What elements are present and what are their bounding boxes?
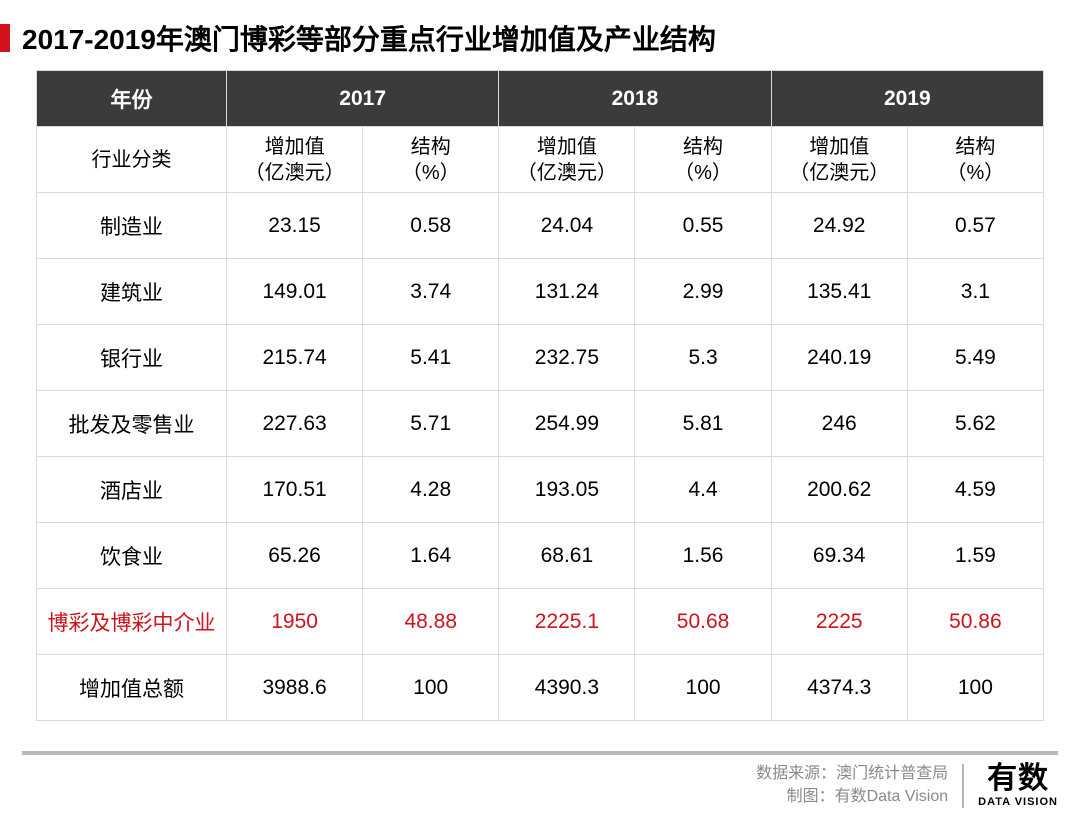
data-cell: 5.41 <box>363 325 499 391</box>
table-row: 增加值总额3988.61004390.31004374.3100 <box>37 655 1044 721</box>
page-title: 2017-2019年澳门博彩等部分重点行业增加值及产业结构 <box>22 18 716 58</box>
subheader-value: 增加值（亿澳元） <box>499 127 635 193</box>
data-cell: 5.3 <box>635 325 771 391</box>
accent-bar <box>0 24 10 52</box>
data-cell: 240.19 <box>771 325 907 391</box>
row-label: 酒店业 <box>37 457 227 523</box>
data-cell: 0.58 <box>363 193 499 259</box>
data-cell: 0.57 <box>907 193 1043 259</box>
data-cell: 2225.1 <box>499 589 635 655</box>
data-table: 年份 2017 2018 2019 行业分类 增加值（亿澳元） 结构（%） 增加… <box>36 70 1044 721</box>
source-label: 数据来源： <box>756 765 836 782</box>
title-bar: 2017-2019年澳门博彩等部分重点行业增加值及产业结构 <box>0 0 1080 70</box>
table-row: 制造业23.150.5824.040.5524.920.57 <box>37 193 1044 259</box>
table-row: 酒店业170.514.28193.054.4200.624.59 <box>37 457 1044 523</box>
logo-en: DATA VISION <box>978 796 1058 808</box>
corner-category-label: 行业分类 <box>37 127 227 193</box>
row-label: 批发及零售业 <box>37 391 227 457</box>
subheader-value: 增加值（亿澳元） <box>771 127 907 193</box>
data-cell: 4.59 <box>907 457 1043 523</box>
data-cell: 1.56 <box>635 523 771 589</box>
data-cell: 48.88 <box>363 589 499 655</box>
data-cell: 135.41 <box>771 259 907 325</box>
data-cell: 4390.3 <box>499 655 635 721</box>
data-cell: 5.49 <box>907 325 1043 391</box>
year-header: 2018 <box>499 71 771 127</box>
subheader-value: 增加值（亿澳元） <box>227 127 363 193</box>
row-label: 建筑业 <box>37 259 227 325</box>
subheader-pct: 结构（%） <box>907 127 1043 193</box>
data-cell: 3.74 <box>363 259 499 325</box>
data-cell: 215.74 <box>227 325 363 391</box>
logo-cn: 有数 <box>987 764 1049 794</box>
data-cell: 4374.3 <box>771 655 907 721</box>
data-cell: 232.75 <box>499 325 635 391</box>
data-cell: 5.81 <box>635 391 771 457</box>
data-cell: 1.64 <box>363 523 499 589</box>
data-cell: 200.62 <box>771 457 907 523</box>
data-cell: 100 <box>635 655 771 721</box>
table-row: 博彩及博彩中介业195048.882225.150.68222550.86 <box>37 589 1044 655</box>
footer: 数据来源：澳门统计普查局 制图：有数Data Vision 有数 DATA VI… <box>22 751 1058 808</box>
table-row: 建筑业149.013.74131.242.99135.413.1 <box>37 259 1044 325</box>
data-cell: 68.61 <box>499 523 635 589</box>
table-container: 年份 2017 2018 2019 行业分类 增加值（亿澳元） 结构（%） 增加… <box>0 70 1080 721</box>
row-label: 制造业 <box>37 193 227 259</box>
data-cell: 4.4 <box>635 457 771 523</box>
data-cell: 2225 <box>771 589 907 655</box>
data-cell: 4.28 <box>363 457 499 523</box>
data-cell: 65.26 <box>227 523 363 589</box>
credit-value: 有数Data Vision <box>835 788 949 805</box>
corner-year-label: 年份 <box>37 71 227 127</box>
data-cell: 3988.6 <box>227 655 363 721</box>
data-cell: 246 <box>771 391 907 457</box>
header-row-years: 年份 2017 2018 2019 <box>37 71 1044 127</box>
logo: 有数 DATA VISION <box>962 764 1058 808</box>
subheader-pct: 结构（%） <box>363 127 499 193</box>
data-cell: 5.62 <box>907 391 1043 457</box>
row-label: 增加值总额 <box>37 655 227 721</box>
row-label: 博彩及博彩中介业 <box>37 589 227 655</box>
row-label: 饮食业 <box>37 523 227 589</box>
year-header: 2017 <box>227 71 499 127</box>
table-row: 饮食业65.261.6468.611.5669.341.59 <box>37 523 1044 589</box>
data-cell: 100 <box>907 655 1043 721</box>
source-value: 澳门统计普查局 <box>836 765 948 782</box>
data-cell: 3.1 <box>907 259 1043 325</box>
data-cell: 5.71 <box>363 391 499 457</box>
credit-label: 制图： <box>787 788 835 805</box>
data-cell: 24.04 <box>499 193 635 259</box>
table-row: 银行业215.745.41232.755.3240.195.49 <box>37 325 1044 391</box>
data-cell: 23.15 <box>227 193 363 259</box>
data-cell: 1.59 <box>907 523 1043 589</box>
data-cell: 0.55 <box>635 193 771 259</box>
header-row-sub: 行业分类 增加值（亿澳元） 结构（%） 增加值（亿澳元） 结构（%） 增加值（亿… <box>37 127 1044 193</box>
data-cell: 1950 <box>227 589 363 655</box>
data-cell: 131.24 <box>499 259 635 325</box>
data-cell: 227.63 <box>227 391 363 457</box>
data-cell: 24.92 <box>771 193 907 259</box>
data-cell: 50.68 <box>635 589 771 655</box>
table-row: 批发及零售业227.635.71254.995.812465.62 <box>37 391 1044 457</box>
data-cell: 149.01 <box>227 259 363 325</box>
footer-text: 数据来源：澳门统计普查局 制图：有数Data Vision <box>756 763 948 808</box>
data-cell: 69.34 <box>771 523 907 589</box>
year-header: 2019 <box>771 71 1043 127</box>
subheader-pct: 结构（%） <box>635 127 771 193</box>
data-cell: 193.05 <box>499 457 635 523</box>
data-cell: 170.51 <box>227 457 363 523</box>
data-cell: 254.99 <box>499 391 635 457</box>
data-cell: 50.86 <box>907 589 1043 655</box>
data-cell: 100 <box>363 655 499 721</box>
row-label: 银行业 <box>37 325 227 391</box>
data-cell: 2.99 <box>635 259 771 325</box>
